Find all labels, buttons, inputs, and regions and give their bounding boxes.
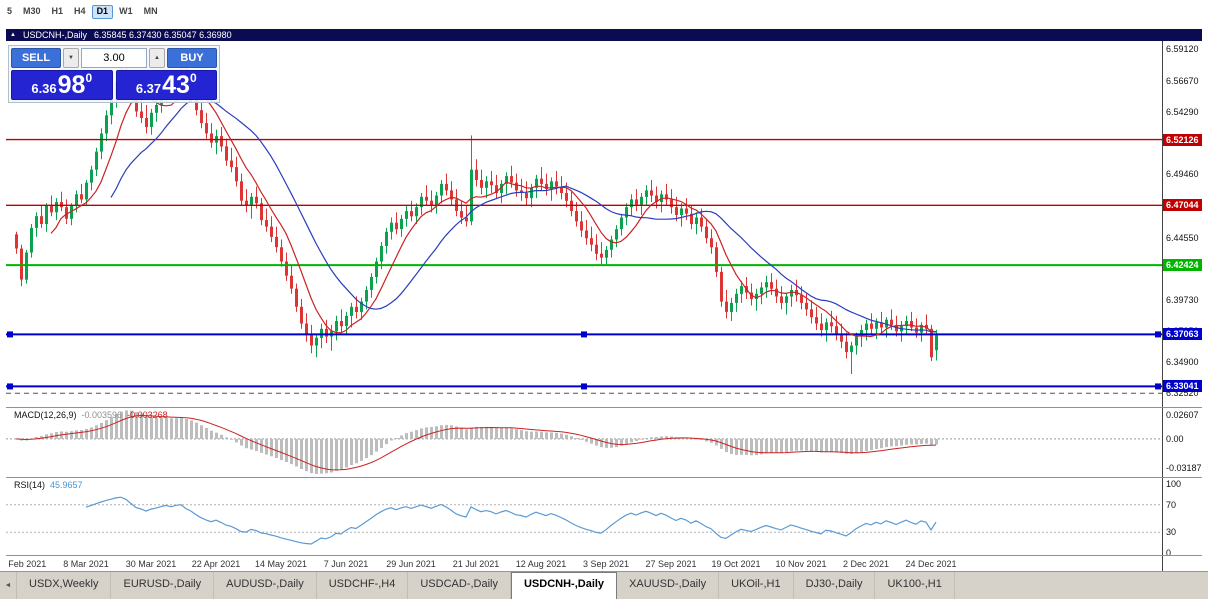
chart-tab-usdcad-daily[interactable]: USDCAD-,Daily — [408, 572, 511, 599]
date-axis-label: 12 Feb 2021 — [6, 559, 47, 569]
price-axis-tick: 6.39730 — [1166, 295, 1199, 305]
price-level-tag: 6.37063 — [1163, 328, 1202, 340]
macd-axis-tick: -0.03187 — [1166, 463, 1202, 473]
volume-decrease-button[interactable]: ▼ — [63, 48, 79, 68]
rsi-label: RSI(14) 45.9657 — [14, 480, 83, 490]
timeframe-toolbar: 5 M30 H1 H4 D1 W1 MN — [0, 0, 1208, 19]
price-level-tag: 6.33041 — [1163, 380, 1202, 392]
sell-button[interactable]: SELL — [11, 48, 61, 68]
macd-panel[interactable]: MACD(12,26,9) -0.003596 -0.003268 — [6, 408, 1162, 477]
sell-price-big-digits: 98 — [57, 71, 86, 99]
macd-main-value: -0.003596 — [81, 410, 123, 420]
chart-icon: ▲ — [10, 32, 16, 38]
rsi-value: 45.9657 — [50, 480, 83, 490]
chart-tab-eurusd-daily[interactable]: EURUSD-,Daily — [111, 572, 215, 599]
price-chart[interactable]: SELL ▼ ▲ BUY 6.36980 6.37430 — [6, 41, 1162, 407]
date-axis-corner — [1162, 556, 1202, 572]
chart-tab-uk100-h1[interactable]: UK100-,H1 — [875, 572, 955, 599]
chart-title: USDCNH-,Daily — [22, 30, 87, 40]
price-axis-tick: 6.56670 — [1166, 76, 1199, 86]
date-axis-label: 3 Sep 2021 — [582, 559, 630, 569]
rsi-name: RSI(14) — [14, 480, 46, 490]
date-axis-label: 29 Jun 2021 — [386, 559, 436, 569]
rsi-panel[interactable]: RSI(14) 45.9657 — [6, 478, 1162, 555]
price-axis-tick: 6.32520 — [1166, 388, 1199, 398]
date-axis-label: 21 Jul 2021 — [452, 559, 500, 569]
timeframe-button-w1[interactable]: W1 — [114, 5, 138, 19]
sell-price-button[interactable]: 6.36 98 0 — [11, 70, 113, 100]
timeframe-button-m30[interactable]: M30 — [18, 5, 46, 19]
volume-increase-button[interactable]: ▲ — [149, 48, 165, 68]
date-axis-label: 2 Dec 2021 — [842, 559, 890, 569]
chart-ohlc-values: 6.35845 6.37430 6.35047 6.36980 — [93, 30, 232, 40]
date-axis-label: 27 Sep 2021 — [645, 559, 697, 569]
buy-price-button[interactable]: 6.37 43 0 — [115, 70, 217, 100]
price-axis-tick: 6.59120 — [1166, 44, 1199, 54]
chart-tab-usdcnh-daily[interactable]: USDCNH-,Daily — [510, 572, 618, 599]
timeframe-button-mn[interactable]: MN — [139, 5, 163, 19]
price-axis[interactable]: 6.591206.566706.542906.519106.494606.470… — [1162, 41, 1202, 407]
volume-input[interactable] — [81, 48, 147, 68]
chart-tab-xauusd-daily[interactable]: XAUUSD-,Daily — [617, 572, 720, 599]
macd-axis-tick: 0.02607 — [1166, 410, 1199, 420]
buy-price-prefix: 6.37 — [135, 81, 162, 96]
price-level-tag: 6.52126 — [1163, 134, 1202, 146]
macd-axis[interactable]: 0.02607 0.00 -0.03187 — [1162, 408, 1202, 477]
price-level-tag: 6.42424 — [1163, 259, 1202, 271]
chart-tab-dj30-daily[interactable]: DJ30-,Daily — [794, 572, 876, 599]
buy-price-superscript: 0 — [189, 71, 197, 85]
price-axis-tick: 6.44550 — [1166, 233, 1199, 243]
rsi-axis-tick: 0 — [1166, 548, 1172, 558]
date-axis-label: 22 Apr 2021 — [191, 559, 241, 569]
price-axis-tick: 6.54290 — [1166, 107, 1199, 117]
chart-window: ▲ USDCNH-,Daily 6.35845 6.37430 6.35047 … — [6, 29, 1202, 572]
chart-tab-usdchf-h4[interactable]: USDCHF-,H4 — [317, 572, 409, 599]
rsi-axis-tick: 100 — [1166, 479, 1182, 489]
date-axis-label: 7 Jun 2021 — [323, 559, 369, 569]
macd-label: MACD(12,26,9) -0.003596 -0.003268 — [14, 410, 168, 420]
price-axis-tick: 6.49460 — [1166, 169, 1199, 179]
buy-price-big-digits: 43 — [162, 71, 190, 99]
macd-axis-tick: 0.00 — [1166, 434, 1184, 444]
date-axis-label: 12 Aug 2021 — [515, 559, 567, 569]
macd-signal-value: -0.003268 — [127, 410, 168, 420]
buy-button[interactable]: BUY — [167, 48, 217, 68]
price-level-tag: 6.47044 — [1163, 199, 1202, 211]
date-axis-label: 10 Nov 2021 — [775, 559, 827, 569]
timeframe-button-h1[interactable]: H1 — [47, 5, 69, 19]
rsi-axis[interactable]: 100 70 30 0 — [1162, 478, 1202, 558]
tabs-scroll-left-button[interactable]: ◄ — [0, 572, 17, 599]
timeframe-button-h4[interactable]: H4 — [69, 5, 91, 19]
date-axis[interactable]: 12 Feb 2021 8 Mar 2021 30 Mar 2021 22 Apr 2… — [6, 556, 1162, 572]
timeframe-button-d1[interactable]: D1 — [91, 4, 114, 19]
chart-tab-usdx-weekly[interactable]: USDX,Weekly — [17, 572, 112, 599]
chart-titlebar[interactable]: ▲ USDCNH-,Daily 6.35845 6.37430 6.35047 … — [6, 29, 1202, 41]
date-axis-label: 14 May 2021 — [254, 559, 308, 569]
chart-tab-ukoil-h1[interactable]: UKOil-,H1 — [719, 572, 794, 599]
chart-tabs-bar: ◄ USDX,Weekly EURUSD-,Daily AUDUSD-,Daily US… — [0, 571, 1208, 599]
rsi-axis-tick: 70 — [1166, 500, 1177, 510]
date-axis-label: 19 Oct 2021 — [711, 559, 761, 569]
sell-price-prefix: 6.36 — [31, 81, 57, 96]
date-axis-label: 30 Mar 2021 — [125, 559, 177, 569]
rsi-axis-tick: 30 — [1166, 527, 1177, 537]
price-axis-tick: 6.34900 — [1166, 357, 1199, 367]
chart-tab-audusd-daily[interactable]: AUDUSD-,Daily — [214, 572, 317, 599]
date-axis-label: 24 Dec 2021 — [905, 559, 957, 569]
sell-price-superscript: 0 — [85, 71, 93, 85]
date-axis-label: 8 Mar 2021 — [63, 559, 109, 569]
one-click-trade-panel: SELL ▼ ▲ BUY 6.36980 6.37430 — [8, 45, 220, 103]
timeframe-button-5[interactable]: 5 — [2, 5, 17, 19]
macd-name: MACD(12,26,9) — [14, 410, 77, 420]
